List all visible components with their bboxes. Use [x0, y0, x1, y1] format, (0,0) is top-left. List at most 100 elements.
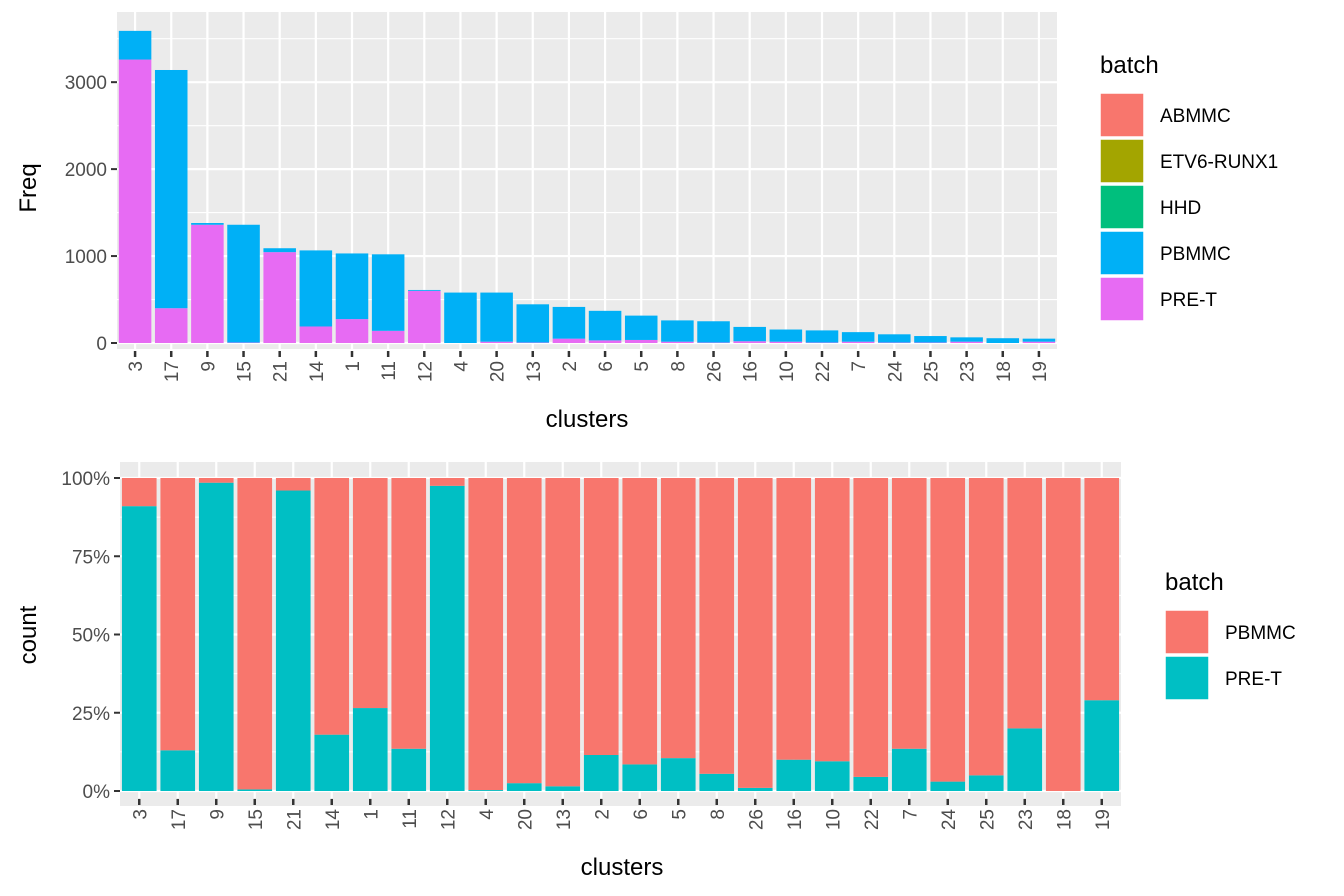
x-tick-label: 2 [592, 809, 613, 820]
x-tick-label: 17 [162, 361, 183, 382]
x-tick-label: 13 [524, 361, 545, 382]
freq-bars [118, 30, 1056, 344]
bar-segment [1007, 478, 1043, 729]
legend-key-pbmmc [1164, 609, 1210, 655]
bar-segment [769, 341, 803, 343]
x-tick-label: 17 [169, 809, 190, 830]
x-tick-label: 16 [785, 809, 806, 830]
bar-segment [335, 319, 369, 343]
freq-x-axis: 3 17 9 15 21 14 1 11 12 4 20 13 2 6 5 8 26 16 10 22 7 24 25 23 1… [126, 351, 1051, 382]
legend-key-pre-t [1164, 655, 1210, 701]
bar-segment [118, 59, 152, 344]
freq-y-axis-title: Freq [15, 163, 42, 212]
bar-segment [335, 253, 369, 320]
bar-segment [506, 783, 542, 791]
bar-segment [930, 781, 966, 791]
x-tick-label: 10 [777, 361, 798, 382]
x-tick-label: 14 [323, 809, 344, 831]
x-tick-label: 7 [900, 809, 921, 820]
x-tick-label: 5 [632, 361, 653, 372]
x-tick-label: 23 [958, 361, 979, 382]
bar-segment [480, 292, 513, 342]
bar-segment [191, 224, 224, 343]
x-tick-label: 22 [862, 809, 883, 830]
bar-segment [841, 341, 875, 343]
bar-segment [914, 336, 947, 343]
bar-segment [371, 330, 405, 343]
bar-segment [121, 506, 157, 791]
y-tick-label: 50% [72, 626, 110, 647]
x-tick-label: 6 [596, 361, 617, 372]
bar-segment [160, 750, 196, 791]
x-tick-label: 13 [554, 809, 575, 830]
bar-segment [733, 326, 766, 342]
bar-segment [583, 755, 619, 791]
bar-segment [622, 478, 658, 765]
bar-segment [371, 254, 405, 331]
proportion-bars [121, 478, 1120, 791]
bar-segment [624, 315, 658, 340]
x-tick-label: 21 [271, 361, 292, 382]
bar-segment [191, 223, 224, 225]
legend-label: ABMMC [1160, 106, 1231, 127]
bar-segment [429, 485, 465, 791]
x-tick-label: 1 [343, 361, 364, 372]
x-tick-label: 21 [284, 809, 305, 830]
bar-segment [588, 340, 622, 343]
bar-segment [1022, 341, 1056, 343]
y-tick-label: 2000 [65, 160, 107, 181]
bar-segment [661, 341, 694, 343]
bar-segment [737, 478, 773, 788]
x-tick-label: 11 [400, 809, 421, 829]
bar-segment [805, 330, 839, 343]
proportion-x-axis-title: clusters [581, 854, 664, 881]
proportion-chart: 0%25%50%75%100% 3 17 9 15 21 14 1 11 12 4 20 13 2 6 5 8… [15, 458, 1296, 881]
bar-segment [516, 304, 550, 343]
bar-segment [480, 341, 513, 343]
bar-segment [275, 490, 311, 791]
legend-key-pbmmc [1099, 230, 1145, 276]
x-tick-label: 9 [198, 361, 219, 372]
bar-segment [299, 326, 333, 343]
bar-segment [776, 759, 812, 791]
bar-segment [769, 329, 803, 342]
bar-segment [1007, 728, 1043, 791]
y-tick-label: 0 [96, 334, 107, 355]
x-tick-label: 18 [1054, 809, 1075, 830]
bar-segment [950, 341, 983, 343]
x-tick-label: 5 [669, 809, 690, 820]
bar-segment [545, 786, 581, 791]
bar-segment [237, 478, 273, 790]
bar-segment [118, 30, 152, 60]
bar-segment [408, 290, 441, 343]
bar-segment [391, 748, 427, 791]
x-tick-label: 9 [207, 809, 228, 820]
x-tick-label: 4 [451, 361, 472, 372]
freq-legend: batch ABMMC ETV6-RUNX1 HHD PBMMC PRE-T [1099, 52, 1278, 322]
bar-segment [661, 320, 694, 342]
bar-segment [737, 787, 773, 791]
x-tick-label: 26 [746, 809, 767, 830]
bar-segment [891, 748, 927, 791]
x-tick-label: 10 [823, 809, 844, 830]
bar-segment [468, 478, 504, 791]
bar-segment [814, 478, 850, 762]
x-tick-label: 20 [515, 809, 536, 830]
legend-label: PBMMC [1225, 623, 1296, 644]
legend-label: PRE-T [1160, 290, 1217, 311]
proportion-legend-title: batch [1165, 569, 1224, 596]
x-tick-label: 8 [708, 809, 729, 820]
bar-segment [314, 734, 350, 791]
bar-segment [275, 478, 311, 491]
legend-key-hhd [1099, 184, 1145, 230]
proportion-y-axis-title: count [15, 605, 42, 664]
bar-segment [853, 478, 889, 777]
bar-segment [468, 790, 504, 791]
bar-segment [352, 708, 388, 791]
bar-segment [699, 478, 735, 774]
bar-segment [878, 334, 911, 343]
bar-segment [697, 321, 730, 343]
bar-segment [776, 478, 812, 760]
x-tick-label: 14 [307, 361, 328, 383]
